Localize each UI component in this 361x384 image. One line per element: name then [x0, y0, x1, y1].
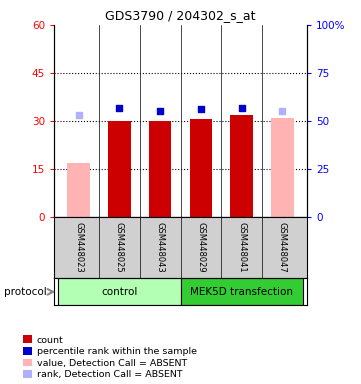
Text: GSM448043: GSM448043: [156, 222, 165, 273]
Bar: [68, 162, 90, 217]
Point: [157, 108, 163, 114]
Bar: [149, 121, 171, 217]
Point: [117, 104, 122, 111]
Text: protocol: protocol: [4, 287, 46, 297]
Bar: [180, 278, 303, 305]
Text: GSM448025: GSM448025: [115, 222, 124, 273]
Point: [239, 104, 244, 111]
Point: [76, 112, 82, 118]
Text: GSM448023: GSM448023: [74, 222, 83, 273]
Bar: [108, 121, 131, 217]
Bar: [58, 278, 180, 305]
Text: GSM448047: GSM448047: [278, 222, 287, 273]
Text: GSM448029: GSM448029: [196, 222, 205, 273]
Title: GDS3790 / 204302_s_at: GDS3790 / 204302_s_at: [105, 9, 256, 22]
Text: GSM448041: GSM448041: [237, 222, 246, 273]
Text: MEK5D transfection: MEK5D transfection: [190, 287, 293, 297]
Point: [198, 106, 204, 113]
Bar: [230, 114, 253, 217]
Legend: count, percentile rank within the sample, value, Detection Call = ABSENT, rank, : count, percentile rank within the sample…: [23, 336, 197, 379]
Text: control: control: [101, 287, 138, 297]
Bar: [190, 119, 212, 217]
Point: [279, 108, 285, 114]
Bar: [271, 118, 293, 217]
